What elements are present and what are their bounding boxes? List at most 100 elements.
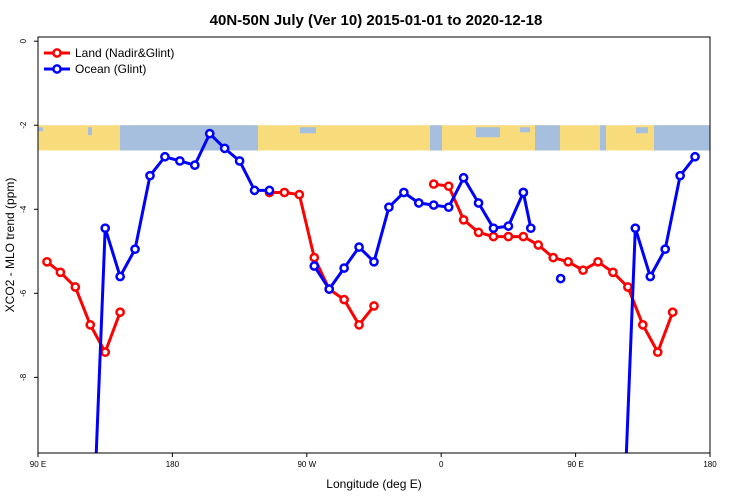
map-ocean-region	[535, 125, 560, 151]
legend-item-land: Land (Nadir&Glint)	[44, 46, 174, 60]
y-tick-label: -2	[19, 121, 28, 129]
y-tick-label: -4	[19, 205, 28, 213]
data-point-land	[309, 252, 320, 263]
map-ocean-fleck	[520, 127, 530, 133]
data-point-ocean	[219, 143, 230, 154]
data-point-ocean	[354, 242, 364, 252]
data-point-land	[339, 294, 349, 305]
data-point-land	[488, 231, 499, 242]
data-point-ocean	[264, 185, 275, 196]
data-point-ocean	[249, 185, 260, 196]
data-point-land	[623, 282, 633, 292]
data-point-land	[637, 319, 648, 330]
x-tick-label: 180	[166, 460, 180, 469]
x-tick-label: 180	[703, 460, 717, 469]
data-point-ocean	[488, 223, 499, 234]
legend-marker-ocean	[52, 64, 62, 74]
data-point-land	[279, 187, 290, 198]
legend-item-ocean: Ocean (Glint)	[44, 62, 146, 76]
legend-label-ocean: Ocean (Glint)	[75, 62, 146, 76]
data-point-ocean	[339, 263, 349, 273]
data-point-land	[503, 231, 514, 242]
x-axis: 90 E 180 90 W 0 90 E 180	[30, 453, 717, 469]
series-line-ocean	[521, 192, 533, 229]
data-point-land	[518, 231, 529, 242]
data-point-land	[85, 319, 96, 330]
map-ocean-fleck	[300, 127, 316, 134]
data-point-land	[354, 319, 364, 330]
data-point-ocean	[660, 244, 671, 255]
data-point-ocean	[675, 170, 685, 181]
x-tick-label: 90 W	[297, 460, 316, 469]
data-point-land	[428, 179, 439, 189]
data-point-land	[55, 267, 66, 278]
data-point-ocean	[309, 261, 320, 271]
data-point-ocean	[204, 128, 215, 139]
data-point-ocean	[399, 187, 409, 198]
data-point-ocean	[145, 170, 155, 181]
data-point-land	[458, 214, 469, 225]
y-tick-label: -8	[19, 373, 28, 381]
data-point-land	[548, 252, 559, 263]
series-line-ocean	[94, 132, 270, 453]
data-point-ocean	[160, 151, 170, 162]
data-point-ocean	[369, 256, 379, 267]
map-ocean-fleck	[636, 127, 648, 134]
y-axis: 0 -2 -4 -6 -8	[19, 38, 38, 381]
legend-marker-land	[52, 48, 62, 58]
data-point-ocean	[473, 198, 484, 208]
x-tick-label: 90 E	[567, 460, 583, 469]
data-point-land	[593, 256, 603, 267]
x-axis-label: Longitude (deg E)	[326, 477, 421, 491]
data-point-ocean	[645, 271, 656, 282]
data-point-land	[100, 347, 111, 358]
x-tick-label: 0	[439, 460, 444, 469]
map-ocean-fleck	[38, 127, 43, 132]
data-point-ocean	[503, 221, 514, 231]
data-point-ocean	[130, 244, 140, 255]
data-point-ocean	[324, 284, 335, 294]
map-ocean-region	[430, 125, 442, 151]
plot-frame	[37, 36, 711, 454]
data-point-land	[563, 256, 573, 267]
chart-title: 40N-50N July (Ver 10) 2015-01-01 to 2020…	[210, 12, 543, 29]
data-point-land	[533, 240, 544, 250]
series-line-land	[433, 182, 675, 354]
map-ocean-region	[654, 125, 710, 151]
data-point-land	[42, 256, 52, 267]
data-point-land	[667, 307, 678, 318]
data-point-ocean	[115, 271, 125, 282]
data-point-ocean	[413, 198, 424, 208]
legend: Land (Nadir&Glint) Ocean (Glint)	[44, 46, 174, 76]
data-point-ocean	[518, 187, 529, 198]
data-point-ocean	[384, 202, 394, 213]
data-point-ocean	[189, 160, 200, 171]
data-point-ocean	[234, 156, 245, 166]
map-ocean-fleck	[88, 127, 92, 136]
y-tick-label: 0	[19, 38, 28, 43]
data-point-ocean	[175, 156, 185, 166]
data-point-land	[294, 189, 305, 200]
legend-label-land: Land (Nadir&Glint)	[75, 46, 174, 60]
data-point-land	[473, 227, 484, 238]
data-point-ocean	[100, 223, 111, 234]
data-point-ocean	[555, 273, 566, 284]
map-ocean-region	[120, 125, 258, 151]
data-point-ocean	[630, 223, 641, 234]
world-map-strip	[38, 125, 710, 151]
data-point-ocean	[428, 200, 439, 210]
x-tick-label: 90 E	[30, 460, 46, 469]
data-point-ocean	[443, 202, 454, 213]
data-point-land	[608, 267, 618, 278]
data-point-land	[443, 181, 454, 192]
data-point-land	[70, 282, 81, 292]
data-point-ocean	[525, 223, 536, 234]
data-point-land	[369, 301, 379, 311]
data-point-land	[115, 307, 125, 318]
data-point-land	[578, 265, 588, 276]
data-point-land	[652, 347, 663, 358]
map-ocean-region	[600, 125, 606, 151]
series-layer	[42, 128, 700, 453]
map-ocean-fleck	[476, 127, 500, 138]
